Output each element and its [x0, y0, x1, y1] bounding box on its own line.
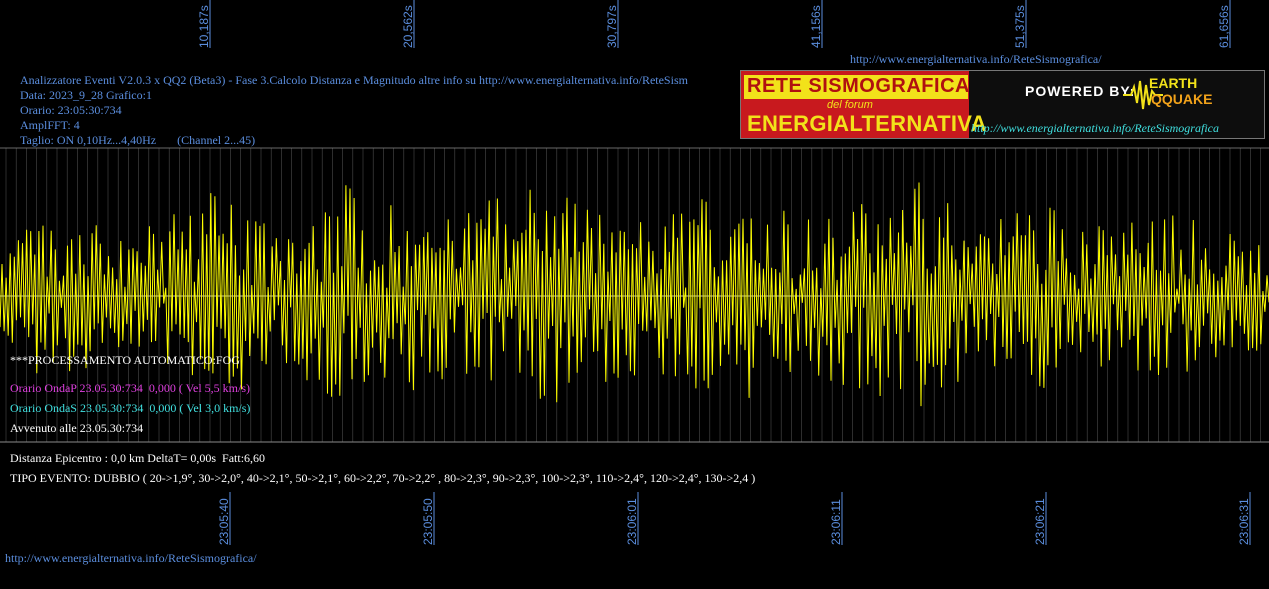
bottom-tick-label: 23:06:21 [1033, 498, 1047, 545]
url-top[interactable]: http://www.energialternativa.info/ReteSi… [850, 52, 1102, 66]
header-line-5: Taglio: ON 0,10Hz...4,40Hz (Channel 2...… [20, 133, 256, 147]
distanza-epicentro: Distanza Epicentro : 0,0 km DeltaT= 0,00… [10, 451, 266, 465]
logo-title-2: ENERGIALTERNATIVA [747, 111, 987, 136]
onda-p-time: Orario OndaP 23.05.30:734 0,000 ( Vel 5,… [10, 381, 250, 395]
top-tick-label: 61,656s [1217, 5, 1231, 48]
logo-powered-by: POWERED BY: [1025, 83, 1136, 99]
logo-title-1: RETE SISMOGRAFICA [747, 75, 970, 97]
header-line-4: AmplFFT: 4 [20, 118, 80, 132]
logo-earth-text: EARTH [1149, 75, 1198, 91]
header-line-2: Data: 2023_9_28 Grafico:1 [20, 88, 152, 102]
bottom-tick-label: 23:06:01 [625, 498, 639, 545]
bottom-time-axis: 23:05:40 23:05:50 23:06:01 23:06:11 23:06:21… [217, 492, 1251, 545]
top-tick-label: 51,375s [1013, 5, 1027, 48]
top-tick-label: 30,797s [605, 5, 619, 48]
bottom-tick-label: 23:05:50 [421, 498, 435, 545]
seismic-wave-icon [1123, 80, 1163, 110]
tipo-evento: TIPO EVENTO: DUBBIO ( 20->1,9°, 30->2,0°… [10, 471, 756, 485]
onda-s-time: Orario OndaS 23.05.30:734 0,000 ( Vel 3,… [10, 401, 251, 415]
logo-qquake-text: QQUAKE [1151, 91, 1213, 107]
logo-url[interactable]: http://www.energialternativa.info/ReteSi… [971, 121, 1219, 135]
rete-sismografica-logo: RETE SISMOGRAFICA del forum ENERGIALTERN… [740, 70, 1265, 139]
bottom-tick-label: 23:06:31 [1237, 498, 1251, 545]
top-tick-label: 20,562s [401, 5, 415, 48]
logo-subtitle: del forum [827, 99, 873, 111]
url-bottom[interactable]: http://www.energialternativa.info/ReteSi… [5, 551, 257, 565]
header-line-3: Orario: 23:05:30:734 [20, 103, 122, 117]
signal-trace [0, 182, 1269, 407]
top-tick-label: 41,156s [809, 5, 823, 48]
top-time-axis: 10,187s 20,562s 30,797s 41,156s 51,375s 61,65… [197, 0, 1231, 48]
processing-status: ***PROCESSAMENTO AUTOMATICO:FOG [10, 353, 240, 367]
avvenuto-time: Avvenuto alle 23.05.30:734 [10, 421, 144, 435]
bottom-tick-label: 23:06:11 [829, 499, 843, 545]
header-line-1: Analizzatore Eventi V2.0.3 x QQ2 (Beta3)… [20, 73, 688, 87]
bottom-tick-label: 23:05:40 [217, 498, 231, 545]
top-tick-label: 10,187s [197, 5, 211, 48]
